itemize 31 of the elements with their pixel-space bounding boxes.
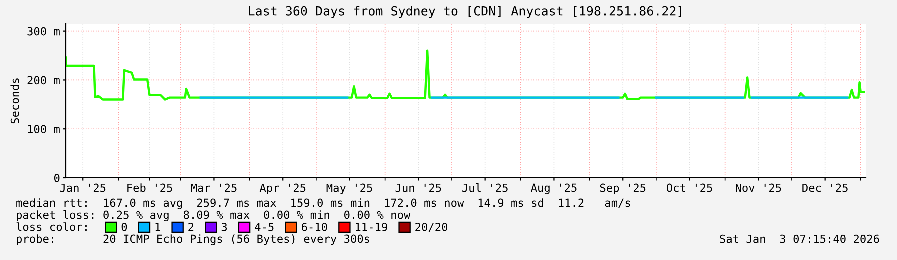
y-tick-label: 300 m (28, 27, 60, 36)
x-tick-label: Jul '25 (462, 184, 508, 192)
legend-label: 3 (222, 222, 228, 232)
chart-title: Last 360 Days from Sydney to [CDN] Anycast [198.251.86.22] (249, 6, 682, 18)
text: packet loss: 0.25 % avg 8.09 % max 0.00 % min 0.00 % now (17, 210, 411, 222)
x-tick-label: May '25 (326, 184, 372, 194)
legend-label: 1 (156, 223, 160, 232)
x-tick-label: Aug '25 (531, 184, 577, 194)
legend-label: 0 (122, 222, 128, 232)
legend-label: 2 (188, 222, 194, 232)
legend-label: 6-10 (302, 222, 328, 232)
x-tick-label: Jan '25 (60, 184, 106, 192)
y-axis-title: Seconds (10, 78, 20, 124)
x-tick-label: Nov '25 (736, 184, 782, 192)
legend-title: loss color: (16, 222, 87, 232)
x-tick-label: Sep '25 (600, 184, 646, 194)
legend-label: 11-19 (356, 222, 388, 232)
y-tick-label: 100 m (28, 125, 60, 134)
x-tick-label: Jun '25 (396, 184, 442, 192)
text: median rtt: 167.0 ms avg 259.7 ms max 159.0 ms min 172.0 ms now 14.9 ms sd 11.2 am/s (16, 198, 630, 210)
text: probe: 20 ICMP Echo Pings (56 Bytes) every 300s (17, 234, 370, 246)
x-tick-label: Feb '25 (128, 184, 172, 192)
y-tick-label: 200 m (28, 76, 60, 85)
x-tick-label: Oct '25 (666, 184, 712, 192)
legend-label: 4-5 (255, 223, 274, 232)
x-tick-label: Apr '25 (260, 184, 306, 194)
x-tick-label: Dec '25 (802, 184, 848, 192)
legend-label: 20/20 (416, 222, 448, 232)
y-tick-label: 0 (54, 174, 60, 182)
x-tick-label: Mar '25 (191, 184, 237, 192)
text: Sat Jan 3 07:15:40 2026 (720, 234, 880, 244)
